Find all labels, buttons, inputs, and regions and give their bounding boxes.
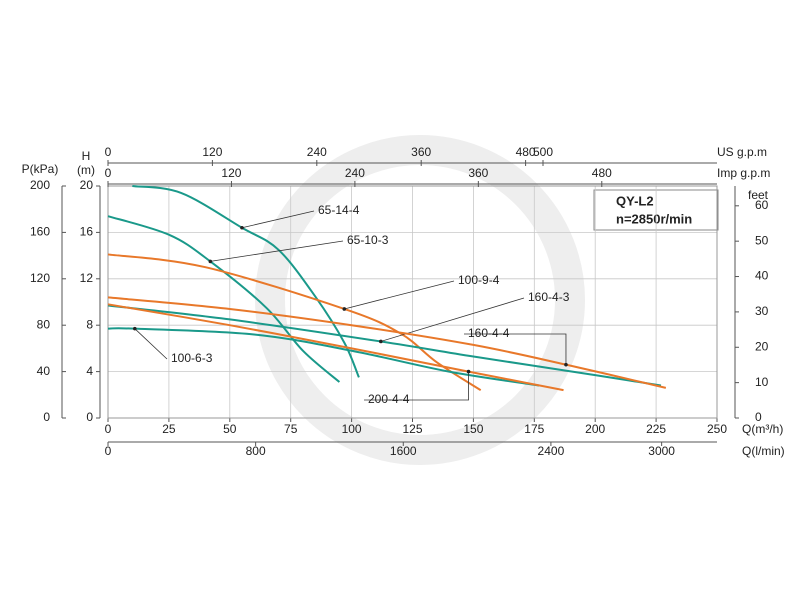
x-tick-label: 0 xyxy=(105,422,112,436)
x2-tick-label: 360 xyxy=(411,145,431,159)
y3-tick-label: 0 xyxy=(755,410,762,424)
x-tick-label: 200 xyxy=(585,422,605,436)
plot-frame xyxy=(107,185,718,419)
y3-tick-label: 60 xyxy=(755,198,769,212)
x-tick-label: 250 xyxy=(707,422,727,436)
curve xyxy=(107,215,341,383)
y2-tick-label: 120 xyxy=(30,271,50,285)
curve-label: 160-4-3 xyxy=(528,290,570,304)
curve xyxy=(132,185,360,378)
x-label: Q(m³/h) xyxy=(742,422,783,436)
leader-dot xyxy=(564,362,568,367)
x3-tick-label: 0 xyxy=(105,166,112,180)
x2-tick-label: 500 xyxy=(533,145,553,159)
x3-tick-label: 480 xyxy=(592,166,612,180)
x4-tick-label: 2400 xyxy=(538,444,565,458)
leader-line xyxy=(464,333,567,365)
y-label: (m) xyxy=(77,163,95,177)
leader-dot xyxy=(466,369,471,374)
leader-line xyxy=(210,240,344,262)
curve-label: 160-4-4 xyxy=(468,326,510,340)
watermark xyxy=(255,135,585,465)
x-tick-label: 75 xyxy=(284,422,298,436)
leader-line xyxy=(364,371,469,401)
x3-tick-label: 240 xyxy=(345,166,365,180)
x-tick-label: 225 xyxy=(646,422,666,436)
y-tick-label: 20 xyxy=(80,178,94,192)
chart-title: QY-L2 xyxy=(616,193,654,208)
x-tick-label: 25 xyxy=(162,422,176,436)
curve-label: 65-14-4 xyxy=(318,203,360,217)
y-tick-label: 12 xyxy=(80,271,94,285)
leader-line xyxy=(134,328,168,360)
x4-tick-label: 800 xyxy=(246,444,266,458)
x3-label: Imp g.p.m xyxy=(717,166,770,180)
x2-tick-label: 0 xyxy=(105,145,112,159)
x-tick-label: 125 xyxy=(402,422,422,436)
curve-label: 100-9-4 xyxy=(458,273,500,287)
curve-label: 200-4-4 xyxy=(368,392,410,406)
curve-label: 65-10-3 xyxy=(347,233,389,247)
leader-dot xyxy=(208,259,213,264)
y-tick-label: 16 xyxy=(80,225,94,239)
leader-line xyxy=(344,280,455,310)
x-tick-label: 175 xyxy=(524,422,544,436)
y2-tick-label: 160 xyxy=(30,225,50,239)
y3-tick-label: 10 xyxy=(755,375,769,389)
curve xyxy=(107,253,482,392)
leader-dot xyxy=(342,307,347,311)
leader-line xyxy=(241,210,315,229)
y3-tick-label: 20 xyxy=(755,339,769,353)
y2-tick-label: 80 xyxy=(37,317,51,331)
leader-dot xyxy=(240,225,244,230)
y2-tick-label: 40 xyxy=(37,364,51,378)
x2-tick-label: 240 xyxy=(307,145,327,159)
y-tick-label: 0 xyxy=(86,410,93,424)
curve xyxy=(107,296,667,389)
leader-dot xyxy=(379,339,383,344)
x2-tick-label: 480 xyxy=(516,145,536,159)
y-label: H xyxy=(82,149,91,163)
x-tick-label: 150 xyxy=(463,422,483,436)
x3-tick-label: 360 xyxy=(468,166,488,180)
x-tick-label: 100 xyxy=(342,422,362,436)
x4-tick-label: 1600 xyxy=(390,444,417,458)
chart-subtitle: n=2850r/min xyxy=(616,211,692,226)
y-tick-label: 8 xyxy=(86,317,93,331)
curve xyxy=(107,303,564,392)
y3-tick-label: 50 xyxy=(755,233,769,247)
curve-label: 100-6-3 xyxy=(171,351,213,365)
y2-label: P(kPa) xyxy=(22,162,59,176)
x-tick-label: 50 xyxy=(223,422,237,436)
leader-dot xyxy=(132,326,137,331)
x4-label: Q(l/min) xyxy=(742,444,785,458)
curve xyxy=(107,304,662,387)
x4-tick-label: 0 xyxy=(105,444,112,458)
x3-tick-label: 120 xyxy=(221,166,241,180)
y2-tick-label: 200 xyxy=(30,178,50,192)
x2-label: US g.p.m xyxy=(717,145,767,159)
x2-tick-label: 120 xyxy=(202,145,222,159)
y2-tick-label: 0 xyxy=(43,410,50,424)
y-tick-label: 4 xyxy=(86,364,93,378)
y3-label: feet xyxy=(748,188,769,202)
y3-tick-label: 30 xyxy=(755,304,769,318)
y3-tick-label: 40 xyxy=(755,269,769,283)
x4-tick-label: 3000 xyxy=(648,444,675,458)
